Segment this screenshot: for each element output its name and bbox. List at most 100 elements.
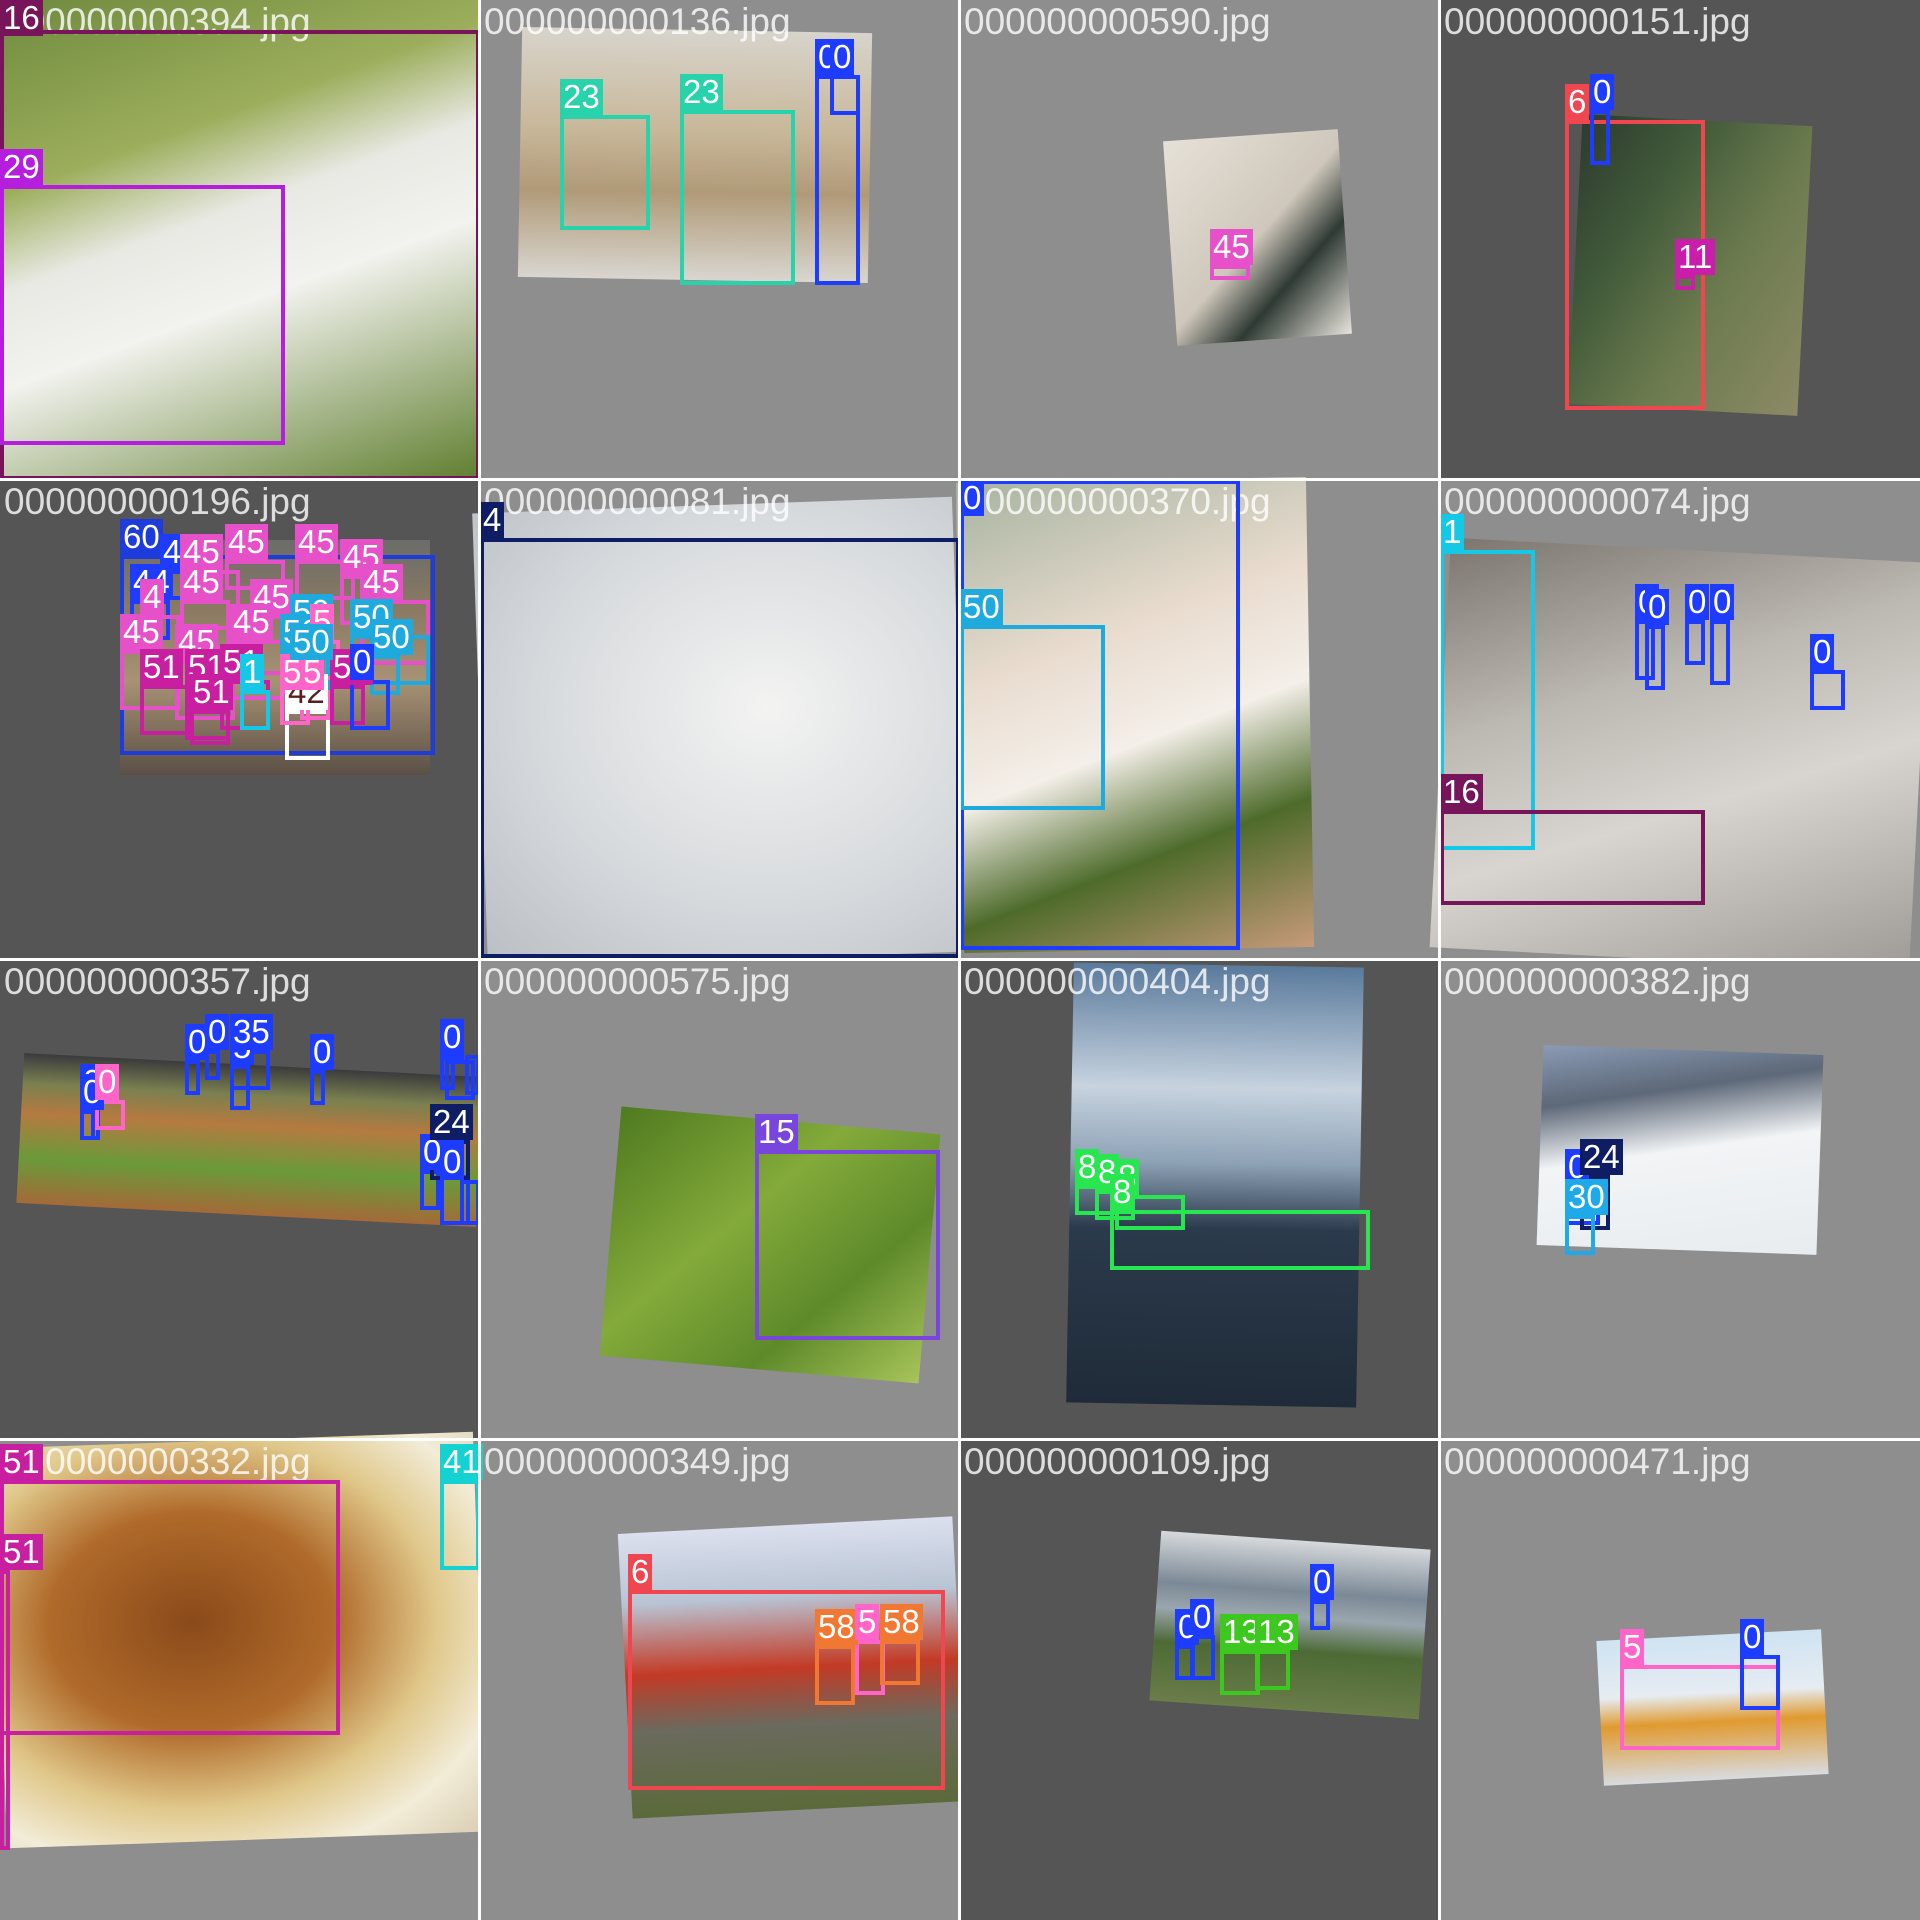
detection-class-label: 58: [880, 1603, 923, 1641]
detection-box: [1220, 1650, 1260, 1695]
grid-divider-horizontal: [0, 958, 1920, 961]
detection-class-label: 15: [755, 1113, 798, 1151]
detection-class-label: 4: [480, 501, 505, 539]
detection-box: [460, 1180, 480, 1225]
tile-filename: 000000000370.jpg: [964, 481, 1271, 522]
mosaic-tile: 000000000332.jpg 51 41 51: [0, 1431, 487, 1920]
detection-box: [960, 625, 1105, 810]
tile-filename: 000000000074.jpg: [1444, 481, 1751, 522]
detection-box: [1210, 265, 1250, 280]
tile-filename: 000000000394.jpg: [4, 1, 311, 42]
tile-filename: 000000000471.jpg: [1444, 1441, 1751, 1482]
detection-class-label: 16: [1440, 773, 1483, 811]
detection-class-label: 1: [1440, 513, 1465, 551]
detection-class-label: 0: [95, 1063, 120, 1101]
mosaic-tile: 000000000394.jpg 16 29: [0, 0, 480, 480]
tile-filename: 000000000404.jpg: [964, 961, 1271, 1002]
detection-box: [1710, 620, 1730, 685]
detection-class-label: 0: [1190, 1598, 1215, 1636]
grid-divider-horizontal: [0, 1438, 1920, 1441]
detection-class-label: 45: [295, 523, 338, 561]
detection-class-label: 1: [240, 653, 265, 691]
detection-class-label: 0: [350, 643, 375, 681]
tile-filename: 000000000081.jpg: [484, 481, 791, 522]
detection-box: [680, 110, 795, 285]
detection-class-label: 6: [628, 1553, 653, 1591]
tile-filename: 000000000357.jpg: [4, 961, 311, 1002]
detection-box: [1190, 1635, 1215, 1680]
tile-filename: 000000000332.jpg: [4, 1441, 311, 1482]
detection-class-label: 16: [0, 0, 43, 37]
detection-box: [1310, 1600, 1330, 1630]
detection-box: [628, 1590, 945, 1790]
detection-class-label: 11: [1675, 238, 1716, 276]
detection-box: [1565, 1215, 1595, 1255]
mosaic-tile: 000000000404.jpg8888: [960, 960, 1440, 1440]
detection-box: [310, 1070, 325, 1105]
detection-class-label: 0: [310, 1033, 335, 1071]
detection-class-label: 60: [120, 518, 163, 556]
detection-class-label: 23: [680, 73, 723, 111]
detection-box: [830, 75, 860, 115]
detection-box: [1810, 670, 1845, 710]
detection-box: [1110, 1210, 1370, 1270]
detection-class-label: 51: [0, 1443, 43, 1481]
detection-class-label: 0: [1310, 1563, 1335, 1601]
detection-box: [205, 1050, 220, 1080]
detection-class-label: 50: [960, 588, 1003, 626]
detection-box: [480, 538, 960, 958]
detection-class-label: 41: [440, 1443, 483, 1481]
detection-class-label: 45: [230, 603, 273, 641]
detection-box: [0, 1570, 10, 1850]
detection-class-label: 6: [1565, 83, 1590, 121]
detection-class-label: 5: [1620, 1628, 1645, 1666]
detection-class-label: 58: [815, 1608, 858, 1646]
mosaic-tile: 000000000357.jpg00500000502400035: [0, 960, 484, 1440]
detection-class-label: 24: [430, 1103, 473, 1141]
augmented-photo: [1163, 129, 1352, 346]
detection-class-label: 0: [1740, 1618, 1765, 1656]
detection-class-label: 23: [560, 78, 603, 116]
detection-class-label: 0: [440, 1143, 465, 1181]
detection-box: [1440, 550, 1535, 850]
detection-class-label: 45: [1210, 228, 1253, 266]
detection-box: [815, 1645, 855, 1705]
detection-class-label: 0: [1590, 73, 1615, 111]
detection-box: [1645, 625, 1665, 690]
detection-class-label: 51: [190, 673, 233, 711]
detection-box: [1675, 275, 1695, 290]
tile-filename: 000000000136.jpg: [484, 1, 791, 42]
tile-filename: 000000000151.jpg: [1444, 1, 1751, 42]
detection-class-label: 0: [205, 1013, 230, 1051]
detection-box: [755, 1150, 940, 1340]
detection-box: [440, 1480, 480, 1570]
tile-filename: 000000000196.jpg: [4, 481, 311, 522]
detection-box: [350, 680, 390, 730]
mosaic-tile: 000000000081.jpg 4: [472, 480, 968, 969]
detection-class-label: 0: [440, 1018, 465, 1056]
detection-class-label: 4: [140, 578, 165, 616]
detection-box: [0, 1480, 340, 1735]
grid-divider-vertical: [1438, 0, 1441, 1920]
tile-filename: 000000000590.jpg: [964, 1, 1271, 42]
detection-box: [445, 1060, 475, 1100]
detection-box: [190, 710, 230, 745]
detection-class-label: 45: [225, 523, 268, 561]
detection-class-label: 5: [855, 1603, 880, 1641]
detection-class-label: 0: [1645, 588, 1670, 626]
detection-box: [1255, 1650, 1290, 1690]
mosaic-tile: 000000000471.jpg 5 0: [1440, 1440, 1920, 1920]
detection-box: [1740, 1655, 1780, 1710]
detection-class-label: 24: [1580, 1138, 1623, 1176]
detection-box: [1685, 620, 1705, 665]
detection-class-label: 51: [0, 1533, 43, 1571]
detection-class-label: 35: [230, 1013, 273, 1051]
detection-box: [95, 1100, 125, 1130]
mosaic-tile: 000000000590.jpg 45: [960, 0, 1440, 480]
detection-box: [0, 185, 285, 445]
detection-box: [240, 690, 270, 730]
detection-box: [880, 1640, 920, 1685]
detection-class-label: 0: [830, 38, 855, 76]
mosaic-tile: 000000000109.jpg 0 0 13 13 0: [960, 1440, 1440, 1920]
detection-class-label: 51: [140, 648, 183, 686]
